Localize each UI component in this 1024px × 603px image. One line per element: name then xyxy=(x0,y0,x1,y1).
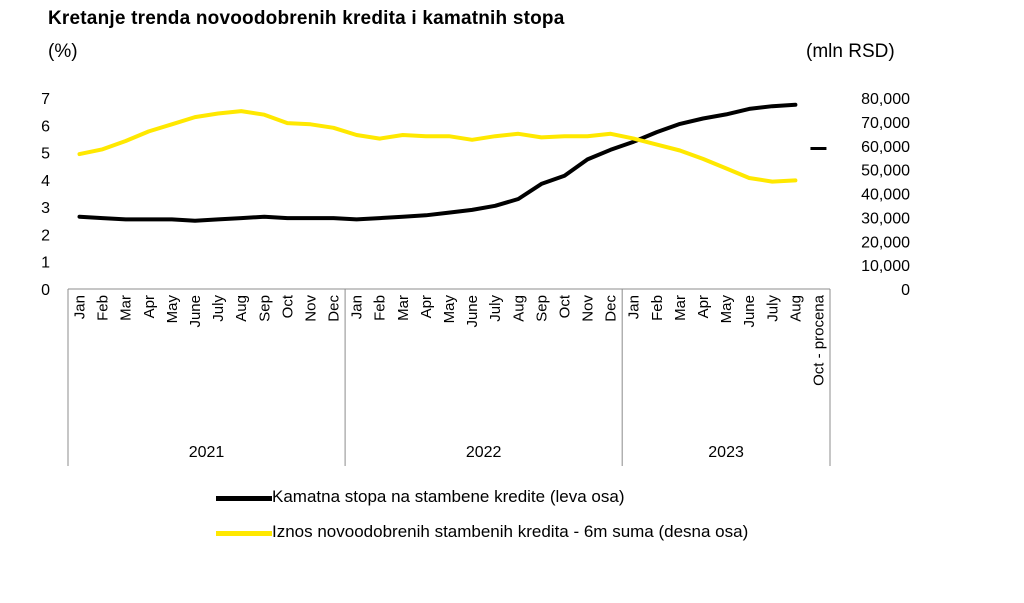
x-axis-tick-label: June xyxy=(741,295,758,328)
legend-label-loan-amount: Iznos novoodobrenih stambenih kredita - … xyxy=(272,522,749,541)
x-axis-tick-label: Oct - procena xyxy=(810,294,827,386)
legend-label-interest-rate: Kamatna stopa na stambene kredite (leva … xyxy=(272,487,625,506)
right-axis-tick-label: 0 xyxy=(901,282,910,299)
right-axis-unit: (mln RSD) xyxy=(806,41,895,62)
x-axis-tick-label: Feb xyxy=(95,295,112,321)
right-axis-tick-label: 70,000 xyxy=(861,115,910,132)
series-line-loan-amount xyxy=(77,109,798,184)
x-axis-tick-label: May xyxy=(718,295,735,324)
right-axis-tick-label: 80,000 xyxy=(861,91,910,108)
x-axis-tick-label: Apr xyxy=(695,295,712,318)
x-axis-tick-label: Oct xyxy=(279,294,296,318)
x-axis-tick-label: Aug xyxy=(510,295,527,322)
x-axis-tick-label: Jan xyxy=(72,295,89,319)
left-axis-tick-label: 0 xyxy=(41,282,50,299)
left-axis-tick-label: 7 xyxy=(41,91,50,108)
x-axis-tick-label: May xyxy=(441,295,458,324)
x-axis-tick-label: Jan xyxy=(626,295,643,319)
right-axis-tick-label: 10,000 xyxy=(861,258,910,275)
x-axis-tick-label: June xyxy=(464,295,481,328)
left-axis-unit: (%) xyxy=(48,41,78,62)
left-axis-tick-label: 1 xyxy=(41,255,50,272)
left-axis-tick-label: 5 xyxy=(41,146,50,163)
legend-swatch-loan-amount xyxy=(216,531,272,536)
x-axis-tick-label: Aug xyxy=(233,295,250,322)
x-axis-tick-label: Feb xyxy=(649,295,666,321)
left-axis-tick-label: 6 xyxy=(41,118,50,135)
x-axis-tick-label: Sep xyxy=(533,295,550,322)
x-axis-tick-label: Sep xyxy=(256,295,273,322)
year-label: 2023 xyxy=(708,444,744,461)
x-axis-tick-label: Mar xyxy=(395,295,412,321)
right-axis-tick-label: 60,000 xyxy=(861,139,910,156)
x-axis-tick-label: June xyxy=(187,295,204,328)
x-axis-tick-label: Dec xyxy=(326,295,343,322)
left-axis-tick-label: 2 xyxy=(41,227,50,244)
left-axis-tick-label: 4 xyxy=(41,173,50,190)
x-axis-tick-label: Nov xyxy=(302,295,319,322)
x-axis-tick-label: Apr xyxy=(141,295,158,318)
x-axis-tick-label: July xyxy=(487,295,504,322)
x-axis-tick-label: Apr xyxy=(418,295,435,318)
right-axis-tick-label: 40,000 xyxy=(861,187,910,204)
x-axis-tick-label: Feb xyxy=(372,295,389,321)
line-chart: 0 1 2 3 4 5 6 7 0 10,000 20,000 30,000 40,000 50,000 6… xyxy=(41,91,910,466)
right-axis-tick-label: 20,000 xyxy=(861,234,910,251)
x-axis-tick-label: July xyxy=(210,295,227,322)
x-axis-tick-label: Jan xyxy=(349,295,366,319)
right-axis-tick-label: 50,000 xyxy=(861,163,910,180)
x-axis-tick-label: July xyxy=(764,295,781,322)
left-axis-tick-label: 3 xyxy=(41,200,50,217)
year-label: 2021 xyxy=(189,444,225,461)
year-label: 2022 xyxy=(466,444,502,461)
x-axis-tick-label: Mar xyxy=(672,295,689,321)
series-line-interest-rate xyxy=(77,102,798,223)
x-axis-tick-label: Nov xyxy=(580,295,597,322)
x-axis-tick-label: Aug xyxy=(787,295,804,322)
x-axis-tick-label: Dec xyxy=(603,295,620,322)
x-axis-tick-label: Mar xyxy=(118,295,135,321)
legend-swatch-interest-rate xyxy=(216,496,272,501)
right-axis-tick-label: 30,000 xyxy=(861,210,910,227)
x-axis-tick-label: May xyxy=(164,295,181,324)
x-axis-tick-label: Oct xyxy=(556,294,573,318)
chart-title: Kretanje trenda novoodobrenih kredita i … xyxy=(48,8,565,29)
